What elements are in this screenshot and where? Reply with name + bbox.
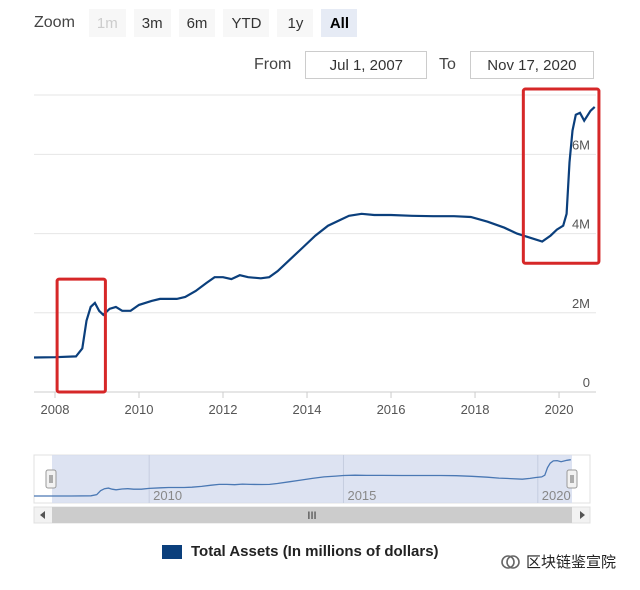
y-tick-label: 2M — [572, 296, 590, 311]
highlight-box-1 — [57, 279, 105, 392]
navigator-tick-label: 2015 — [347, 488, 376, 503]
x-tick-label: 2018 — [461, 402, 490, 417]
x-tick-label: 2016 — [377, 402, 406, 417]
x-tick-label: 2008 — [41, 402, 70, 417]
navigator-tick-label: 2010 — [153, 488, 182, 503]
x-tick-label: 2020 — [545, 402, 574, 417]
y-tick-label: 6M — [572, 137, 590, 152]
navigator: 2010 2015 2020 — [34, 455, 590, 503]
legend[interactable]: Total Assets (In millions of dollars) — [162, 543, 439, 560]
wechat-official-icon — [500, 552, 520, 572]
legend-swatch — [162, 545, 182, 559]
y-tick-label: 4M — [572, 217, 590, 232]
x-tick-label: 2010 — [125, 402, 154, 417]
highlight-boxes — [57, 89, 599, 392]
scrollbar: III — [34, 507, 590, 523]
x-tick-label: 2014 — [293, 402, 322, 417]
navigator-right-handle[interactable] — [567, 470, 577, 488]
legend-label: Total Assets (In millions of dollars) — [191, 543, 439, 560]
x-tick-label: 2012 — [209, 402, 238, 417]
grid-lines — [34, 95, 596, 392]
navigator-left-handle[interactable] — [46, 470, 56, 488]
watermark: 区块链鉴宣院 — [500, 551, 616, 572]
navigator-tick-label: 2020 — [542, 488, 571, 503]
x-axis-ticks: 2008 2010 2012 2014 2016 2018 2020 — [41, 392, 574, 417]
y-tick-label: 0 — [583, 375, 590, 390]
watermark-text: 区块链鉴宣院 — [526, 551, 616, 572]
scrollbar-grip: III — [307, 510, 316, 522]
series-line-total-assets — [34, 107, 595, 358]
